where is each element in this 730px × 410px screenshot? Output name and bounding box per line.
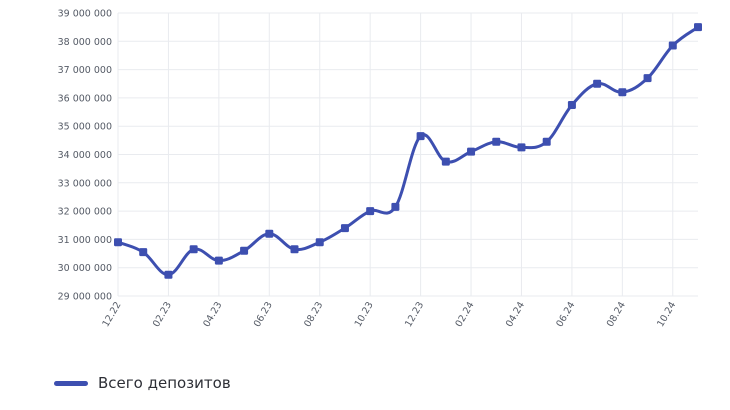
- data-point[interactable]: [467, 147, 476, 156]
- x-tick-label: 06.23: [252, 300, 275, 329]
- data-point[interactable]: [315, 238, 324, 247]
- data-point[interactable]: [214, 256, 223, 265]
- x-tick-label: 12.22: [100, 300, 123, 329]
- y-tick-label: 35 000 000: [58, 122, 112, 133]
- data-point[interactable]: [492, 137, 501, 146]
- y-axis-ticks: 29 000 000 30 000 000 31 000 000 32 000 000…: [58, 9, 112, 303]
- y-tick-label: 30 000 000: [58, 263, 112, 274]
- x-axis-ticks: 12.22 02.23 04.23 06.23 08.23 10.23 12.23 02.24…: [100, 300, 678, 329]
- data-point[interactable]: [618, 88, 627, 97]
- data-point[interactable]: [593, 79, 602, 88]
- data-point[interactable]: [694, 23, 702, 32]
- y-tick-label: 33 000 000: [58, 178, 112, 189]
- y-tick-label: 29 000 000: [58, 292, 112, 303]
- series-line-total-deposits: [116, 25, 700, 277]
- data-points: [114, 23, 702, 279]
- y-tick-label: 32 000 000: [58, 207, 112, 218]
- legend[interactable]: Всего депозитов: [54, 374, 231, 392]
- y-tick-label: 31 000 000: [58, 235, 112, 246]
- y-tick-label: 34 000 000: [58, 150, 112, 161]
- y-tick-label: 37 000 000: [58, 65, 112, 76]
- data-point[interactable]: [240, 246, 249, 255]
- data-point[interactable]: [340, 224, 349, 233]
- data-point[interactable]: [517, 143, 526, 152]
- x-tick-label: 06.24: [554, 300, 577, 329]
- x-tick-label: 08.23: [302, 300, 325, 329]
- data-point[interactable]: [189, 245, 198, 254]
- data-point[interactable]: [567, 100, 576, 109]
- data-point[interactable]: [114, 238, 122, 247]
- data-point[interactable]: [164, 270, 173, 279]
- y-tick-label: 39 000 000: [58, 9, 112, 20]
- data-point[interactable]: [416, 132, 425, 141]
- data-point[interactable]: [643, 74, 652, 83]
- x-tick-label: 10.23: [353, 300, 376, 329]
- vertical-grid: [117, 13, 674, 296]
- horizontal-grid: [118, 12, 698, 297]
- y-tick-label: 36 000 000: [58, 93, 112, 104]
- x-tick-label: 02.24: [454, 300, 477, 329]
- data-point[interactable]: [542, 137, 551, 146]
- legend-swatch: [54, 380, 88, 386]
- x-tick-label: 08.24: [605, 300, 628, 329]
- data-point[interactable]: [139, 248, 148, 257]
- x-tick-label: 04.24: [504, 300, 527, 329]
- data-point[interactable]: [290, 245, 299, 254]
- y-tick-label: 38 000 000: [58, 37, 112, 48]
- line-chart: 29 000 000 30 000 000 31 000 000 32 000 000…: [58, 9, 702, 329]
- data-point[interactable]: [668, 41, 677, 50]
- x-tick-label: 04.23: [201, 300, 224, 329]
- x-tick-label: 12.23: [403, 300, 426, 329]
- data-point[interactable]: [366, 207, 375, 216]
- data-point[interactable]: [441, 157, 450, 166]
- data-point[interactable]: [265, 229, 274, 238]
- legend-label: Всего депозитов: [98, 374, 231, 392]
- x-tick-label: 02.23: [151, 300, 174, 329]
- x-tick-label: 10.24: [655, 300, 678, 329]
- data-point[interactable]: [391, 202, 400, 211]
